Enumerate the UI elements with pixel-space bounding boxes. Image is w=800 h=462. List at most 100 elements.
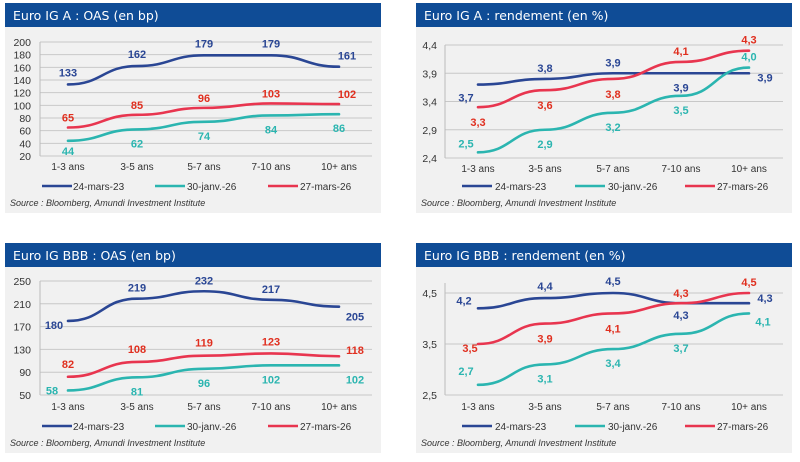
data-label: 82: [62, 359, 74, 371]
data-label: 58: [46, 385, 58, 397]
data-label: 3,3: [470, 117, 485, 129]
legend-label: 30-janv.-26: [608, 182, 658, 193]
y-tick-label: 40: [19, 138, 31, 150]
y-tick-label: 120: [13, 88, 31, 100]
data-label: 102: [338, 89, 356, 101]
title-bar: [5, 3, 381, 27]
data-label: 179: [262, 38, 280, 50]
legend-label: 30-janv.-26: [187, 182, 237, 193]
data-label: 2,9: [537, 139, 552, 151]
source-note: Source : Bloomberg, Amundi Investment In…: [421, 198, 616, 208]
y-tick-label: 2,9: [422, 125, 437, 137]
x-tick-label: 7-10 ans: [252, 162, 291, 173]
data-label: 3,8: [605, 89, 620, 101]
data-label: 4,5: [605, 276, 620, 288]
data-label: 3,1: [537, 373, 552, 385]
y-tick-label: 3,5: [422, 339, 437, 351]
y-tick-label: 200: [13, 37, 31, 49]
data-label: 103: [262, 88, 280, 100]
panel-background: [416, 267, 792, 453]
legend-label: 30-janv.-26: [608, 422, 658, 433]
series-line: [476, 291, 751, 346]
x-tick-label: 3-5 ans: [528, 164, 561, 175]
legend-label: 30-janv.-26: [187, 422, 237, 433]
data-label: 4,5: [741, 277, 756, 289]
y-tick-label: 60: [19, 126, 31, 138]
series-line: [476, 312, 751, 387]
y-tick-label: 20: [19, 151, 31, 163]
series-line: [476, 49, 751, 109]
series-line: [66, 53, 341, 86]
x-tick-label: 5-7 ans: [187, 402, 220, 413]
title-bar: [416, 3, 792, 27]
source-note: Source : Bloomberg, Amundi Investment In…: [10, 198, 205, 208]
y-tick-label: 2,5: [422, 390, 437, 402]
legend-label: 24-mars-23: [495, 182, 547, 193]
data-label: 205: [346, 312, 364, 324]
y-tick-label: 90: [19, 367, 31, 379]
series-line: [66, 352, 341, 379]
y-tick-label: 2,4: [422, 153, 437, 165]
data-label: 102: [346, 374, 364, 386]
x-tick-label: 1-3 ans: [51, 162, 84, 173]
chart-title: Euro IG BBB : rendement (en %): [424, 248, 626, 263]
data-label: 3,9: [757, 72, 772, 84]
y-tick-label: 170: [13, 322, 31, 334]
data-label: 232: [195, 275, 213, 287]
y-tick-label: 130: [13, 344, 31, 356]
data-label: 102: [262, 374, 280, 386]
data-label: 4,1: [673, 46, 688, 58]
data-label: 96: [198, 93, 210, 105]
y-tick-label: 250: [13, 276, 31, 288]
data-label: 4,3: [673, 288, 688, 300]
data-label: 2,7: [458, 366, 473, 378]
data-label: 4,3: [741, 35, 756, 47]
data-label: 118: [346, 345, 364, 357]
x-tick-label: 3-5 ans: [528, 402, 561, 413]
x-tick-label: 1-3 ans: [461, 164, 494, 175]
data-label: 161: [338, 51, 356, 63]
x-tick-label: 5-7 ans: [596, 164, 629, 175]
data-label: 3,5: [462, 343, 477, 355]
title-bar: [416, 243, 792, 267]
data-label: 219: [128, 283, 146, 295]
series-line: [66, 102, 341, 129]
data-label: 4,1: [605, 323, 620, 335]
title-bar: [5, 243, 381, 267]
data-label: 65: [62, 113, 74, 125]
legend-label: 24-mars-23: [495, 422, 547, 433]
panel-background: [416, 27, 792, 213]
chart-panel: Euro IG BBB : OAS (en bp) 250 210 170 130 90 5…: [5, 243, 381, 453]
data-label: 3,9: [605, 57, 620, 69]
data-label: 4,0: [741, 52, 756, 64]
x-tick-label: 3-5 ans: [120, 402, 153, 413]
series-line: [66, 289, 341, 323]
y-tick-label: 50: [19, 390, 31, 402]
data-label: 3,2: [605, 122, 620, 134]
data-label: 3,7: [458, 93, 473, 105]
data-label: 180: [45, 320, 63, 332]
x-tick-label: 1-3 ans: [461, 402, 494, 413]
y-tick-label: 180: [13, 50, 31, 62]
legend-label: 27-mars-26: [717, 182, 769, 193]
data-label: 4,3: [673, 310, 688, 322]
data-label: 4,4: [537, 281, 553, 293]
series-line: [66, 112, 341, 143]
x-tick-label: 10+ ans: [731, 164, 767, 175]
source-note: Source : Bloomberg, Amundi Investment In…: [421, 438, 616, 448]
legend-label: 27-mars-26: [717, 422, 769, 433]
series-line: [476, 71, 751, 86]
panel-background: [5, 27, 381, 213]
legend-label: 27-mars-26: [300, 182, 352, 193]
y-tick-label: 210: [13, 299, 31, 311]
data-label: 4,1: [755, 316, 770, 328]
data-label: 85: [131, 100, 143, 112]
data-label: 3,4: [605, 358, 621, 370]
y-tick-label: 4,4: [422, 40, 437, 52]
x-tick-label: 7-10 ans: [252, 402, 291, 413]
data-label: 119: [195, 338, 213, 350]
x-tick-label: 10+ ans: [321, 162, 357, 173]
data-label: 123: [262, 336, 280, 348]
data-label: 44: [62, 146, 75, 158]
series-line: [66, 364, 341, 392]
